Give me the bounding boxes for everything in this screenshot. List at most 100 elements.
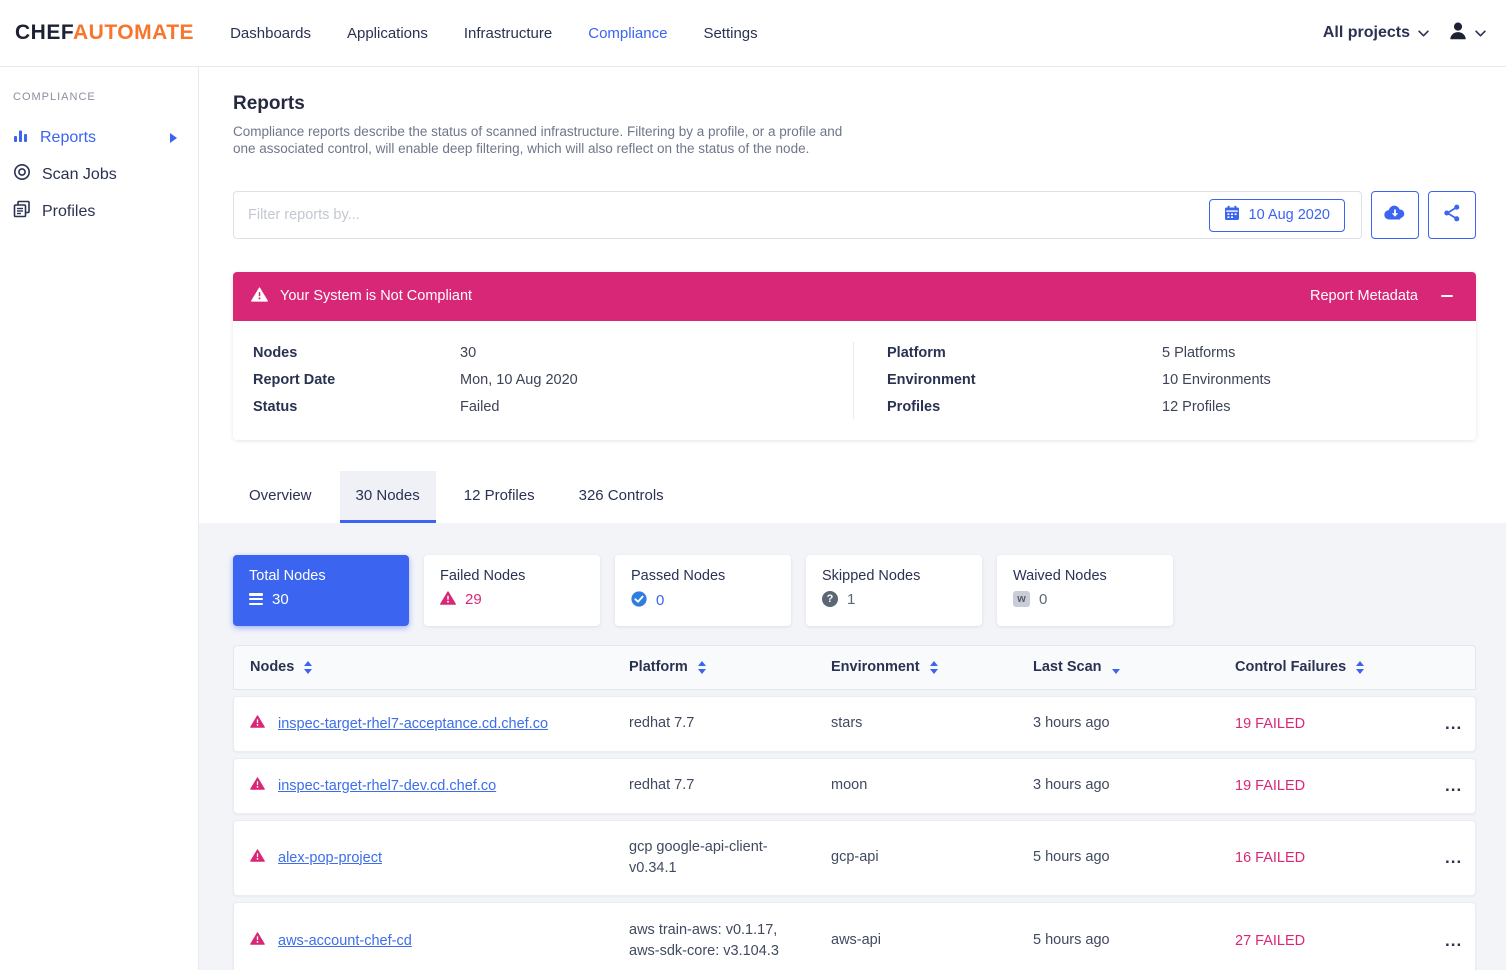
tab-nodes[interactable]: 30 Nodes	[339, 470, 436, 523]
row-menu-button[interactable]: ...	[1437, 776, 1470, 796]
card-value: 1	[847, 590, 856, 608]
card-value: 30	[272, 590, 289, 608]
skipped-nodes-card[interactable]: Skipped Nodes ? 1	[806, 554, 982, 626]
banner-message-wrap: Your System is Not Compliant	[251, 287, 472, 306]
compliance-banner: Your System is Not Compliant Report Meta…	[233, 271, 1476, 321]
share-icon	[1443, 204, 1461, 225]
total-nodes-card[interactable]: Total Nodes 30	[233, 554, 409, 626]
user-avatar-icon	[1447, 20, 1469, 47]
table-row: inspec-target-rhel7-dev.cd.chef.co redha…	[233, 757, 1476, 814]
projects-label: All projects	[1322, 24, 1410, 41]
nav-applications[interactable]: Applications	[346, 24, 428, 42]
column-header-nodes[interactable]: Nodes	[250, 659, 629, 675]
card-value: 0	[656, 592, 665, 610]
main-content: Reports Compliance reports describe the …	[199, 67, 1506, 970]
projects-dropdown[interactable]: All projects	[1323, 24, 1429, 42]
column-label: Nodes	[250, 659, 295, 676]
meta-value: 30	[460, 344, 477, 361]
sort-icon[interactable]	[1356, 660, 1365, 674]
sidebar-item-reports[interactable]: Reports	[13, 119, 185, 156]
warning-icon	[250, 715, 265, 733]
stacked-docs-icon	[13, 200, 31, 223]
column-header-platform[interactable]: Platform	[629, 659, 831, 675]
filter-box: 10 Aug 2020	[233, 190, 1362, 239]
nav-dashboards[interactable]: Dashboards	[230, 24, 311, 42]
nav-links: Dashboards Applications Infrastructure C…	[230, 25, 758, 42]
platform-cell: redhat 7.7	[629, 715, 695, 732]
last-scan-cell: 5 hours ago	[1033, 849, 1110, 866]
share-report-button[interactable]	[1428, 190, 1476, 239]
column-label: Last Scan	[1033, 659, 1102, 676]
chevron-down-icon	[1418, 24, 1429, 42]
sort-icon[interactable]	[697, 660, 706, 674]
card-title: Waived Nodes	[1013, 567, 1107, 584]
download-report-button[interactable]	[1371, 190, 1419, 239]
warning-icon	[251, 287, 268, 306]
question-circle-icon: ?	[822, 591, 838, 608]
nodes-table-header: Nodes Platform Environment Last Scan Con…	[233, 644, 1476, 690]
sidebar-item-label: Reports	[40, 128, 97, 146]
sort-desc-icon[interactable]	[1111, 669, 1120, 675]
sidebar-item-label: Profiles	[42, 202, 96, 220]
environment-cell: stars	[831, 715, 863, 732]
control-failures-cell: 16 FAILED	[1235, 849, 1306, 866]
metadata-left-column: Nodes 30 Report Date Mon, 10 Aug 2020 Stat…	[233, 340, 853, 421]
last-scan-cell: 3 hours ago	[1033, 715, 1110, 732]
meta-value: 12 Profiles	[1162, 398, 1231, 415]
logo-automate: AUTOMATE	[73, 21, 195, 44]
environment-cell: gcp-api	[831, 849, 879, 866]
tab-controls[interactable]: 326 Controls	[578, 486, 664, 504]
meta-value: 5 Platforms	[1162, 344, 1236, 361]
last-scan-cell: 5 hours ago	[1033, 932, 1110, 949]
nav-infrastructure[interactable]: Infrastructure	[463, 24, 553, 42]
column-header-environment[interactable]: Environment	[831, 659, 1033, 675]
cloud-download-icon	[1383, 204, 1407, 225]
check-circle-icon	[631, 591, 647, 611]
card-title: Total Nodes	[249, 567, 326, 584]
column-header-last-scan[interactable]: Last Scan	[1033, 659, 1235, 675]
row-menu-button[interactable]: ...	[1437, 848, 1470, 868]
metadata-right-column: Platform 5 Platforms Environment 10 Enviro…	[854, 340, 1476, 421]
row-menu-button[interactable]: ...	[1437, 714, 1470, 734]
sidebar-item-profiles[interactable]: Profiles	[13, 193, 185, 230]
tab-profiles[interactable]: 12 Profiles	[463, 486, 535, 504]
meta-label: Platform	[887, 344, 946, 361]
radar-icon	[13, 163, 31, 186]
card-value: 0	[1039, 590, 1048, 608]
warning-icon	[440, 591, 456, 609]
sort-icon[interactable]	[304, 660, 313, 674]
collapse-metadata-button[interactable]	[1436, 285, 1458, 307]
environment-cell: aws-api	[831, 932, 881, 949]
report-date-label: 10 Aug 2020	[1248, 207, 1330, 224]
meta-label: Status	[253, 398, 298, 415]
node-link[interactable]: inspec-target-rhel7-dev.cd.chef.co	[278, 777, 497, 794]
metadata-divider	[853, 341, 854, 419]
column-header-control-failures[interactable]: Control Failures	[1235, 659, 1437, 675]
table-row: alex-pop-project gcp google-api-client-v…	[233, 819, 1476, 896]
node-link[interactable]: alex-pop-project	[278, 849, 382, 866]
sidebar-item-scan-jobs[interactable]: Scan Jobs	[13, 156, 185, 193]
sidebar-item-label: Scan Jobs	[42, 165, 117, 183]
tab-overview[interactable]: Overview	[249, 486, 312, 504]
passed-nodes-card[interactable]: Passed Nodes 0	[615, 554, 791, 626]
filter-row: 10 Aug 2020	[233, 190, 1476, 239]
chef-automate-logo[interactable]: CHEFAUTOMATE	[15, 21, 194, 45]
nav-compliance[interactable]: Compliance	[588, 24, 668, 42]
warning-icon	[250, 932, 265, 950]
report-date-button[interactable]: 10 Aug 2020	[1208, 198, 1345, 232]
nodes-section: Total Nodes 30 Failed Nodes 29 Passed No…	[199, 522, 1506, 970]
expand-right-icon[interactable]	[170, 132, 177, 143]
user-menu[interactable]	[1447, 20, 1486, 47]
sort-icon[interactable]	[929, 660, 938, 674]
sidebar: COMPLIANCE Reports Scan Jobs Profiles	[0, 67, 199, 970]
nav-settings[interactable]: Settings	[703, 24, 758, 42]
row-menu-button[interactable]: ...	[1437, 931, 1470, 951]
node-link[interactable]: aws-account-chef-cd	[278, 932, 412, 949]
waived-nodes-card[interactable]: Waived Nodes w 0	[997, 554, 1173, 626]
platform-cell: redhat 7.7	[629, 777, 695, 794]
failed-nodes-card[interactable]: Failed Nodes 29	[424, 554, 600, 626]
control-failures-cell: 19 FAILED	[1235, 777, 1306, 794]
filter-reports-input[interactable]	[234, 191, 1361, 238]
page-title: Reports	[233, 93, 305, 114]
node-link[interactable]: inspec-target-rhel7-acceptance.cd.chef.c…	[278, 715, 549, 732]
